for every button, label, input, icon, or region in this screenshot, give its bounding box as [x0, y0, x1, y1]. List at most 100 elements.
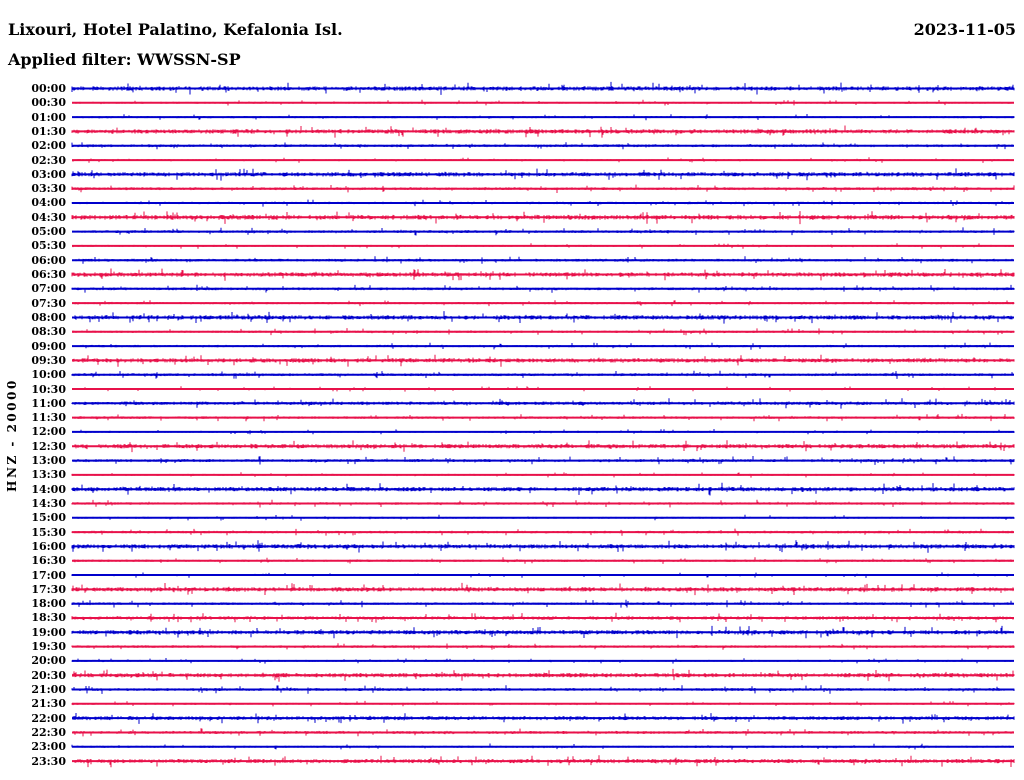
time-label: 06:30: [31, 268, 66, 281]
trace-row: [72, 713, 1015, 724]
trace-row: [72, 328, 1015, 336]
trace-row: [71, 398, 1015, 409]
trace-row: [71, 540, 1015, 553]
trace-row: [71, 743, 1011, 750]
time-label: 03:30: [31, 182, 66, 195]
time-label: 12:30: [31, 440, 66, 453]
trace-row: [74, 300, 1015, 307]
time-label: 17:30: [31, 583, 66, 596]
trace-row: [71, 499, 1015, 508]
trace-row: [72, 386, 1014, 392]
trace-row: [71, 599, 1013, 608]
time-label: 11:30: [31, 411, 66, 424]
time-label: 10:30: [31, 383, 66, 396]
trace-row: [72, 668, 1015, 682]
time-label: 07:00: [31, 282, 66, 295]
time-label: 18:00: [31, 597, 66, 610]
time-label: 08:30: [31, 325, 66, 338]
time-label: 11:00: [31, 397, 66, 410]
time-label: 04:00: [31, 196, 66, 209]
trace-row: [71, 625, 1014, 639]
trace-row: [71, 582, 1014, 596]
time-label: 13:30: [31, 468, 66, 481]
time-label: 02:30: [31, 154, 66, 167]
trace-row: [71, 482, 1015, 496]
time-label: 00:30: [31, 96, 66, 109]
trace-row: [74, 413, 1015, 422]
trace-row: [71, 211, 1015, 225]
time-label: 07:30: [31, 297, 66, 310]
time-label: 15:30: [31, 526, 66, 539]
trace-row: [71, 643, 1015, 650]
time-label: 20:30: [31, 669, 66, 682]
trace-row: [71, 612, 1014, 623]
trace-row: [72, 557, 1014, 564]
trace-row: [73, 256, 1013, 264]
time-label: 20:00: [31, 654, 66, 667]
trace-row: [73, 514, 1015, 521]
time-label: 01:00: [31, 111, 66, 124]
trace-row: [71, 268, 1015, 281]
trace-row: [71, 472, 1015, 478]
time-label: 19:30: [31, 640, 66, 653]
trace-row: [72, 429, 1015, 435]
trace-row: [71, 125, 1015, 138]
date-label: 2023-11-05: [913, 20, 1016, 39]
trace-row: [72, 354, 1015, 367]
time-label: 22:00: [31, 712, 66, 725]
time-label: 16:00: [31, 540, 66, 553]
time-label: 14:00: [31, 483, 66, 496]
time-label: 06:00: [31, 254, 66, 267]
time-label: 04:30: [31, 211, 66, 224]
time-label: 01:30: [31, 125, 66, 138]
trace-row: [71, 572, 1013, 578]
time-label: 09:30: [31, 354, 66, 367]
trace-row: [74, 755, 1015, 768]
time-label: 21:30: [31, 697, 66, 710]
time-label: 17:00: [31, 569, 66, 582]
trace-row: [71, 168, 1015, 181]
trace-row: [71, 528, 1013, 536]
trace-row: [71, 199, 1013, 207]
time-label: 10:00: [31, 368, 66, 381]
trace-row: [71, 685, 1015, 694]
time-label: 19:00: [31, 626, 66, 639]
time-label: 14:30: [31, 497, 66, 510]
trace-row: [72, 342, 1010, 350]
time-label: 23:00: [31, 740, 66, 753]
trace-row: [72, 227, 1015, 236]
time-label: 03:00: [31, 168, 66, 181]
trace-row: [74, 440, 1015, 453]
trace-row: [72, 114, 1015, 121]
time-label: 23:30: [31, 755, 66, 768]
time-label: 09:00: [31, 340, 66, 353]
time-label: 18:30: [31, 611, 66, 624]
time-label: 21:00: [31, 683, 66, 696]
trace-row: [72, 243, 1014, 249]
trace-row: [73, 456, 1015, 465]
page-title: Lixouri, Hotel Palatino, Kefalonia Isl.: [8, 20, 343, 39]
time-label: 00:00: [31, 82, 66, 95]
trace-row: [74, 311, 1013, 324]
trace-row: [72, 157, 1010, 163]
time-label: 13:00: [31, 454, 66, 467]
trace-row: [73, 728, 1014, 737]
trace-row: [71, 81, 1015, 95]
time-label: 05:30: [31, 239, 66, 252]
time-label: 16:30: [31, 554, 66, 567]
applied-filter-label: Applied filter: WWSSN-SP: [8, 50, 241, 69]
time-label: 05:00: [31, 225, 66, 238]
time-label: 15:00: [31, 511, 66, 524]
trace-row: [71, 184, 1015, 193]
trace-row: [71, 284, 1015, 293]
time-label: 02:00: [31, 139, 66, 152]
trace-row: [71, 370, 1014, 379]
time-label: 22:30: [31, 726, 66, 739]
trace-row: [71, 700, 1015, 707]
time-label: 08:00: [31, 311, 66, 324]
trace-row: [71, 142, 1013, 150]
trace-row: [74, 99, 1012, 106]
time-label: 12:00: [31, 425, 66, 438]
